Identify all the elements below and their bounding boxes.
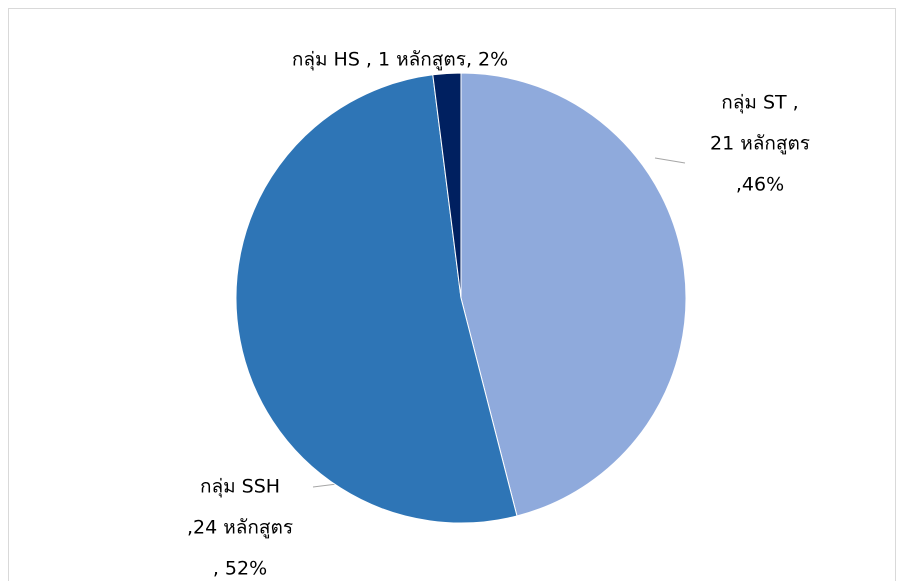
data-label: กลุ่ม SSH	[200, 476, 280, 499]
data-label: , 52%	[213, 558, 267, 580]
data-label: ,46%	[736, 174, 784, 196]
pie-slice	[460, 72, 687, 517]
data-label: ,24 หลักสูตร	[187, 517, 293, 539]
leader-line	[654, 157, 686, 164]
data-label: กลุ่ม HS , 1 หลักสูตร, 2%	[292, 49, 508, 72]
data-label: กลุ่ม ST ,	[721, 92, 798, 115]
data-label: 21 หลักสูตร	[710, 133, 810, 155]
pie-slice	[432, 72, 462, 299]
